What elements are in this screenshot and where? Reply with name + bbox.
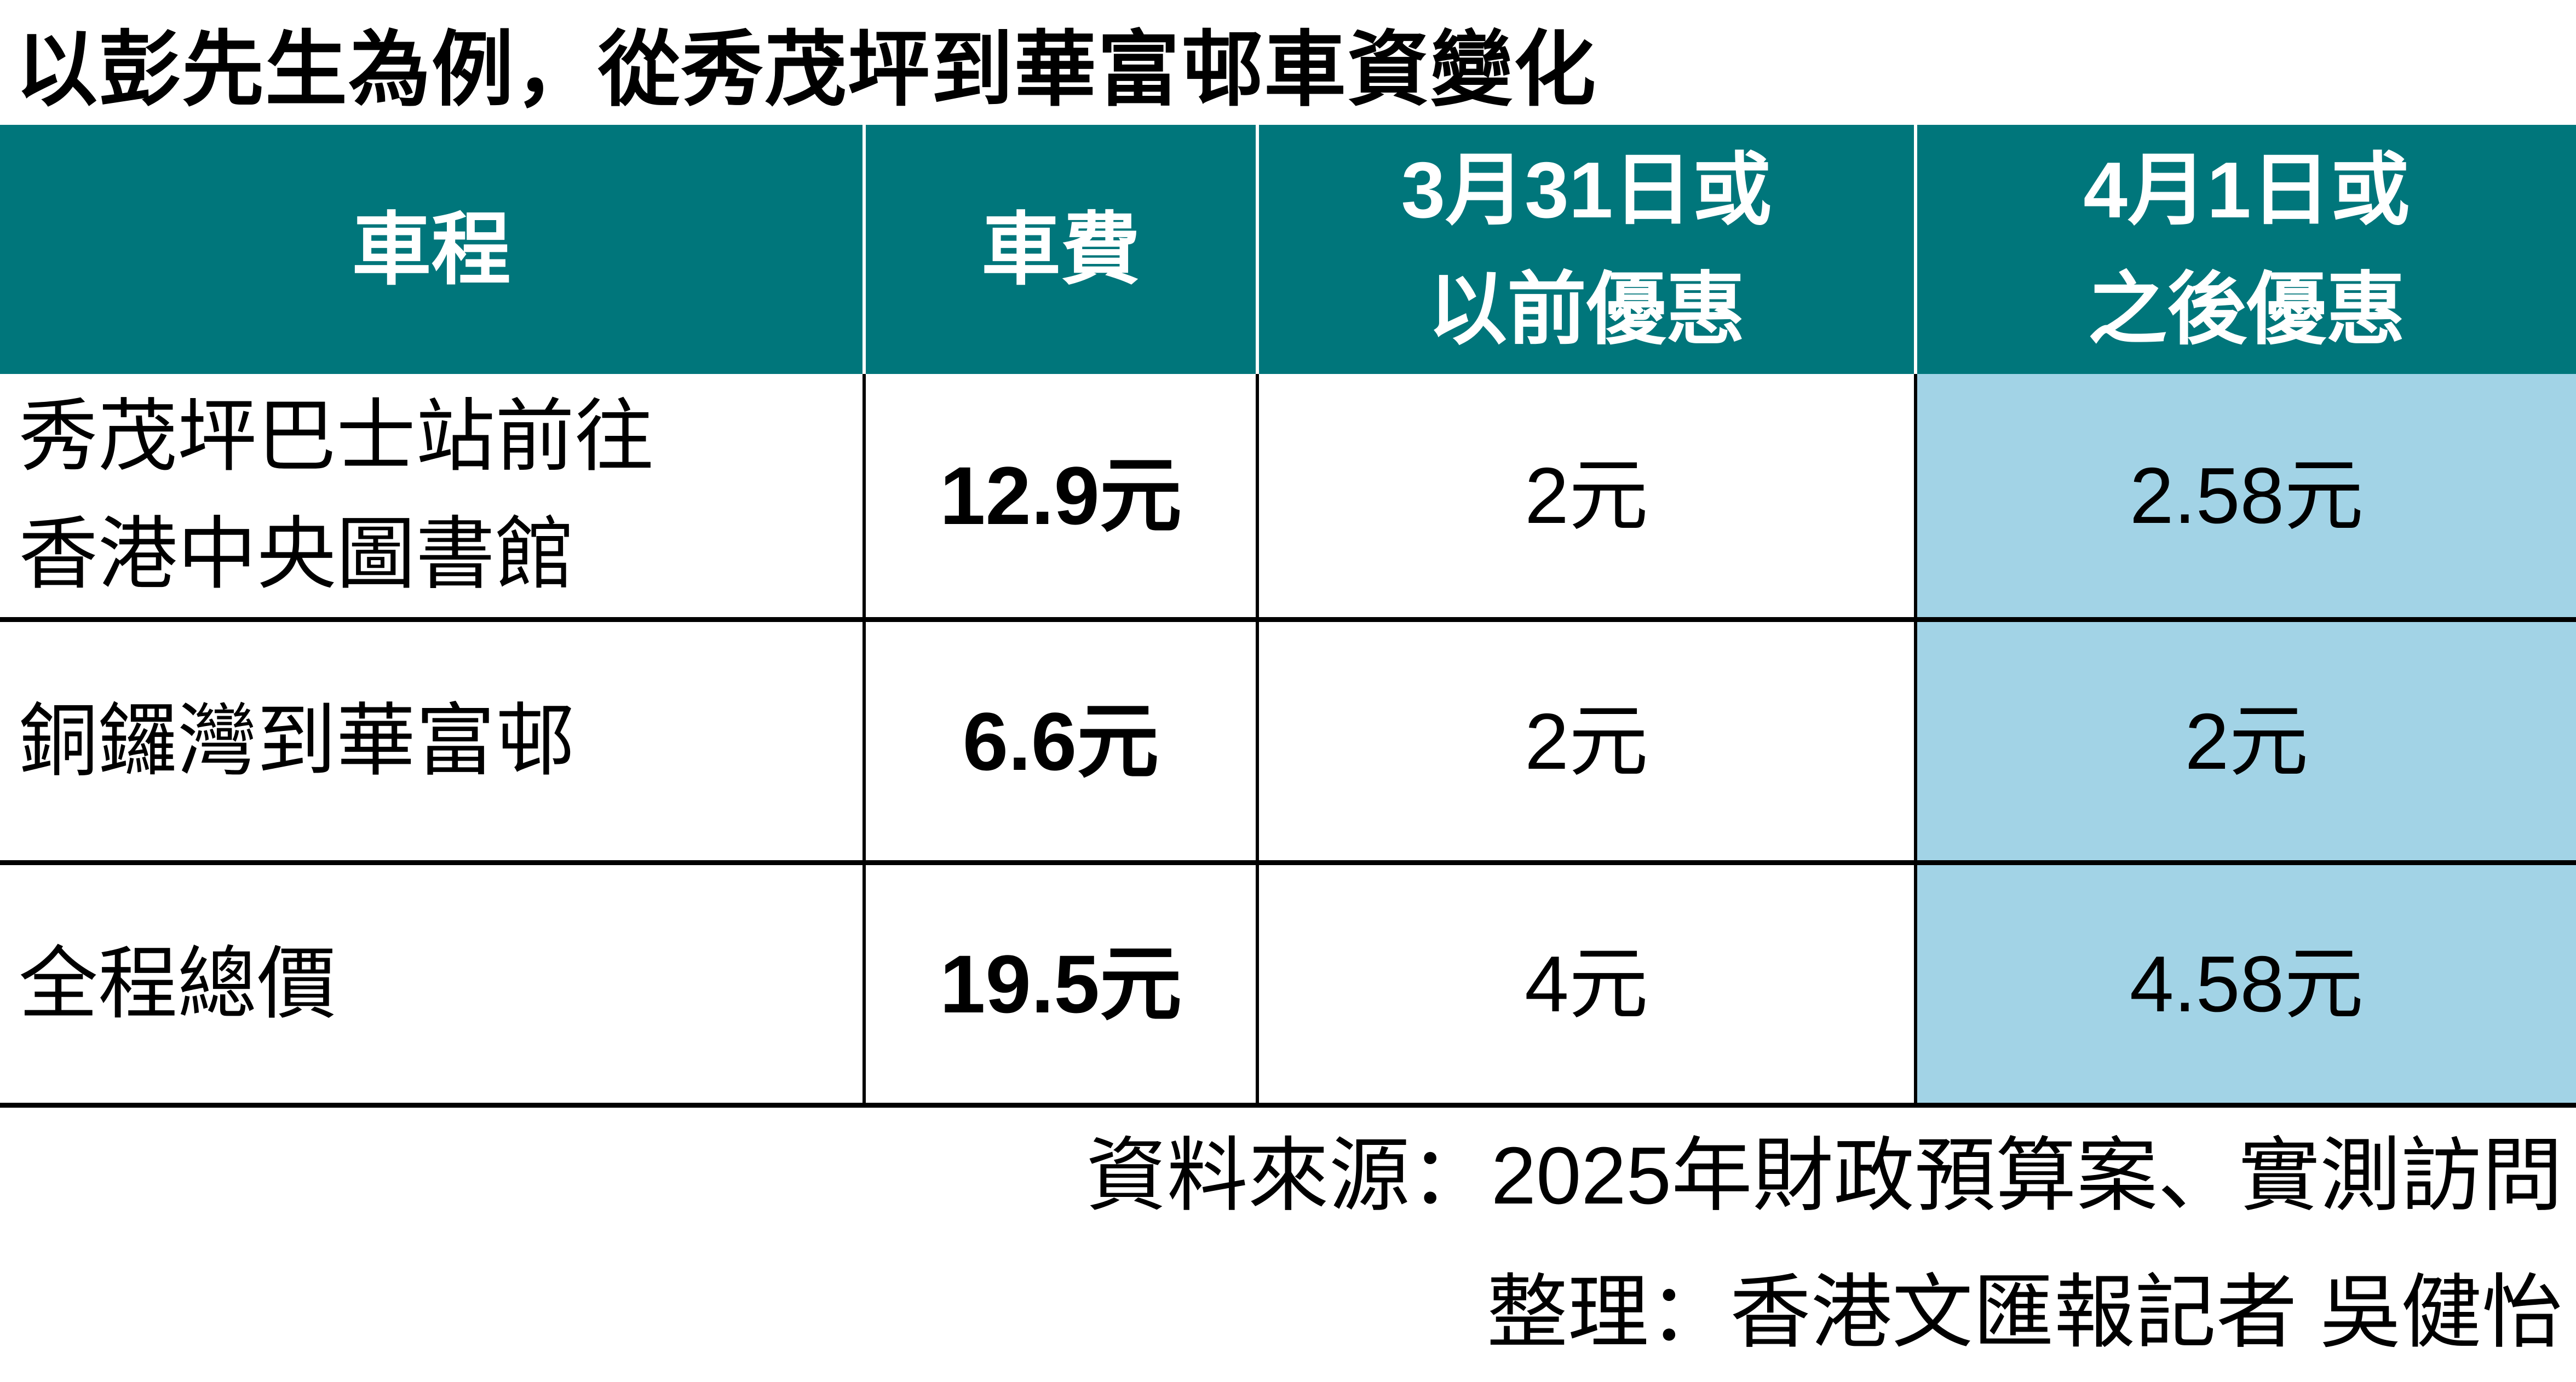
- discount-after-cell: 4.58元: [1917, 865, 2576, 1103]
- header-before-line-2: 以前優惠: [1428, 264, 1745, 354]
- credit-line: 整理：香港文匯報記者 吳健怡: [1486, 1268, 2563, 1358]
- page-title: 以彭先生為例，從秀茂坪到華富邨車資變化: [15, 23, 1597, 116]
- discount-after-cell: 2.58元: [1917, 374, 2576, 617]
- fare-cell: 19.5元: [866, 865, 1259, 1103]
- header-cell-discount-after: 4月1日或 之後優惠: [1917, 125, 2576, 374]
- fare-cell: 12.9元: [866, 374, 1259, 617]
- discount-before-cell: 2元: [1259, 622, 1917, 860]
- header-before-line-1: 3月31日或: [1401, 145, 1772, 234]
- discount-before-cell: 4元: [1259, 865, 1917, 1103]
- table-row: 秀茂坪巴士站前往 香港中央圖書館 12.9元 2元 2.58元: [0, 374, 2576, 622]
- journey-line-1: 全程總價: [19, 939, 336, 1028]
- fare-table: 車程 車費 3月31日或 以前優惠 4月1日或 之後優惠 秀茂坪巴士站前往 香港…: [0, 125, 2576, 1108]
- discount-after-cell: 2元: [1917, 622, 2576, 860]
- discount-before-cell: 2元: [1259, 374, 1917, 617]
- table-header-row: 車程 車費 3月31日或 以前優惠 4月1日或 之後優惠: [0, 125, 2576, 374]
- header-after-line-1: 4月1日或: [2083, 145, 2410, 234]
- table-row: 全程總價 19.5元 4元 4.58元: [0, 865, 2576, 1108]
- header-cell-fare: 車費: [866, 125, 1259, 374]
- journey-line-2: 香港中央圖書館: [19, 510, 574, 598]
- journey-cell: 秀茂坪巴士站前往 香港中央圖書館: [0, 374, 866, 617]
- header-after-line-2: 之後優惠: [2088, 264, 2406, 354]
- source-line: 資料來源：2025年財政預算案、實測訪問: [1085, 1131, 2563, 1221]
- journey-line-1: 銅鑼灣到華富邨: [19, 696, 574, 785]
- header-journey-label: 車程: [352, 205, 511, 294]
- fare-cell: 6.6元: [866, 622, 1259, 860]
- header-fare-label: 車費: [981, 205, 1140, 294]
- journey-cell: 全程總價: [0, 865, 866, 1103]
- table-row: 銅鑼灣到華富邨 6.6元 2元 2元: [0, 622, 2576, 865]
- journey-line-1: 秀茂坪巴士站前往: [19, 392, 654, 481]
- journey-cell: 銅鑼灣到華富邨: [0, 622, 866, 860]
- header-cell-discount-before: 3月31日或 以前優惠: [1259, 125, 1917, 374]
- header-cell-journey: 車程: [0, 125, 866, 374]
- footer: 資料來源：2025年財政預算案、實測訪問 整理：香港文匯報記者 吳健怡: [0, 1108, 2563, 1382]
